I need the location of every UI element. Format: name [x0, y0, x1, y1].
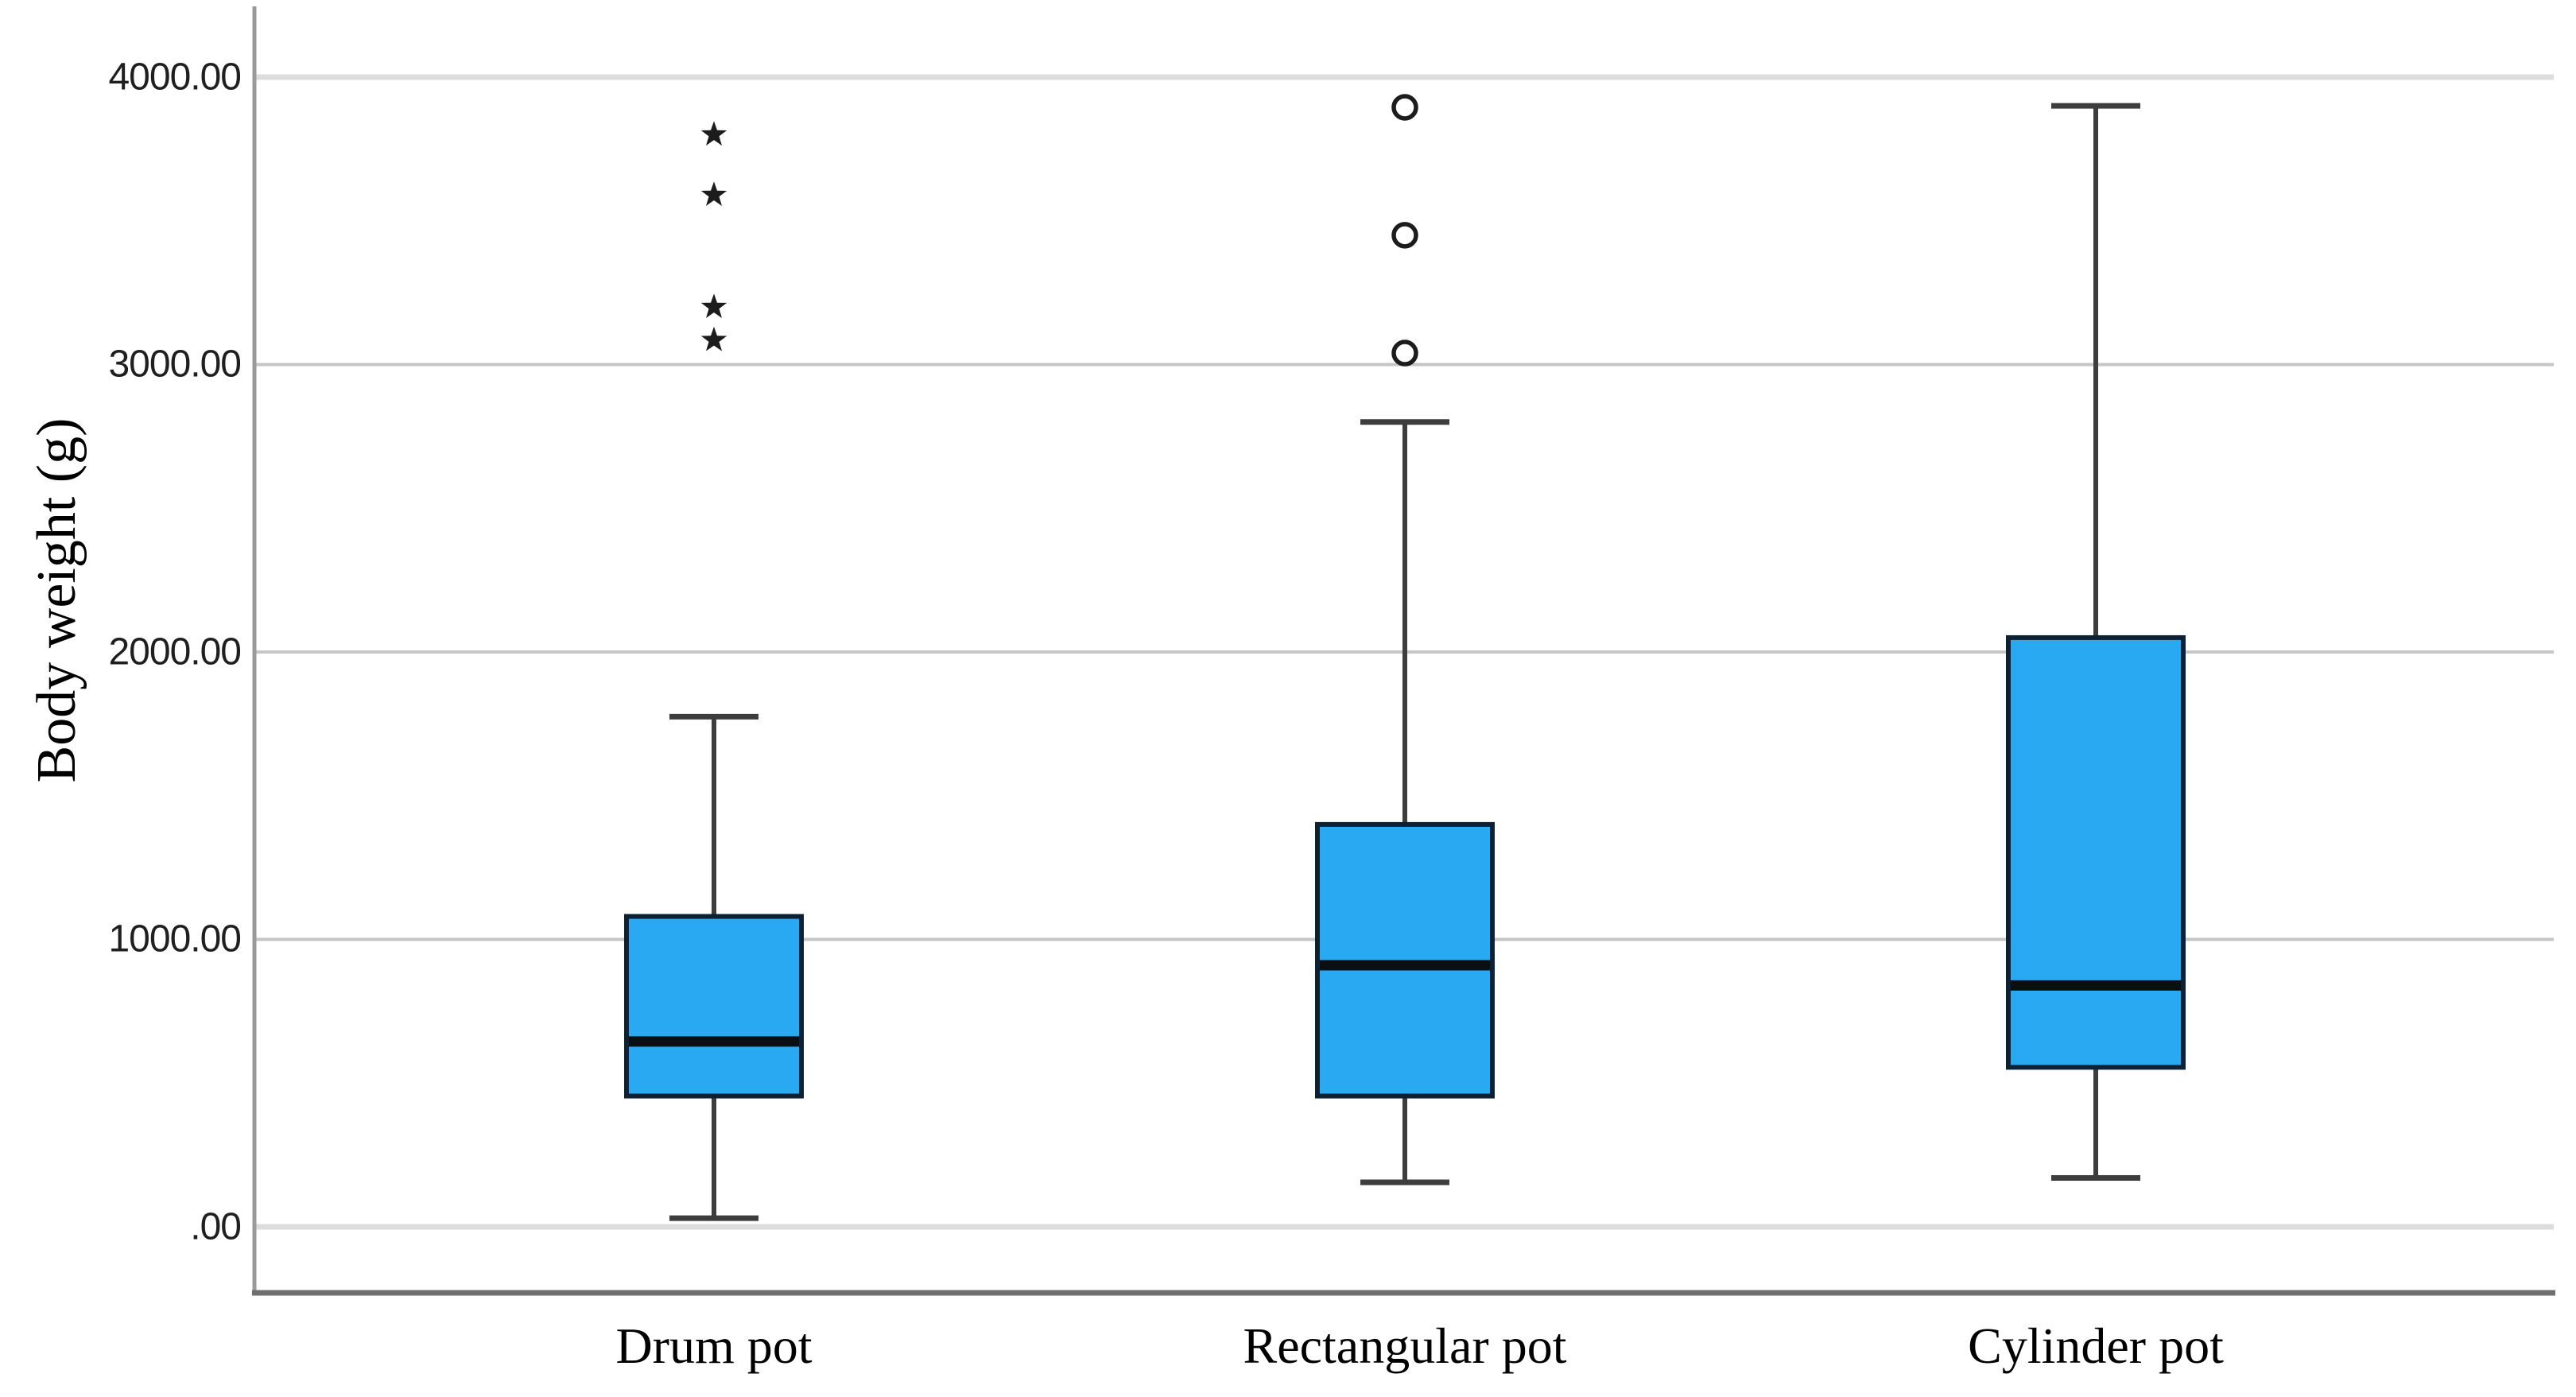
y-tick-label-0: .00 [190, 1205, 242, 1248]
y-tick-label-3000: 3000.00 [108, 343, 242, 386]
y-axis-title: Body weight (g) [26, 417, 87, 783]
box-group-cylinder-pot [2006, 103, 2186, 1182]
asterisk-star-icon [700, 293, 727, 318]
category-label-rectangular-pot: Rectangular pot [1243, 1317, 1567, 1374]
asterisk-star-icon [700, 326, 727, 351]
open-circle-icon [1391, 340, 1418, 367]
asterisk-star-icon [700, 181, 727, 206]
open-circle-icon [1391, 94, 1418, 121]
box-group-drum-pot [624, 121, 804, 1221]
iqr-box-drum-pot [624, 914, 804, 1099]
open-circle-icon [1391, 222, 1418, 249]
asterisk-star-icon [700, 121, 727, 146]
category-label-drum-pot: Drum pot [615, 1317, 813, 1374]
category-label-cylinder-pot: Cylinder pot [1968, 1317, 2224, 1374]
box-group-rectangular-pot [1315, 94, 1495, 1186]
y-tick-label-2000: 2000.00 [108, 631, 242, 673]
y-tick-label-1000: 1000.00 [108, 918, 242, 960]
iqr-box-cylinder-pot [2006, 634, 2186, 1070]
y-tick-label-4000: 4000.00 [108, 56, 242, 99]
